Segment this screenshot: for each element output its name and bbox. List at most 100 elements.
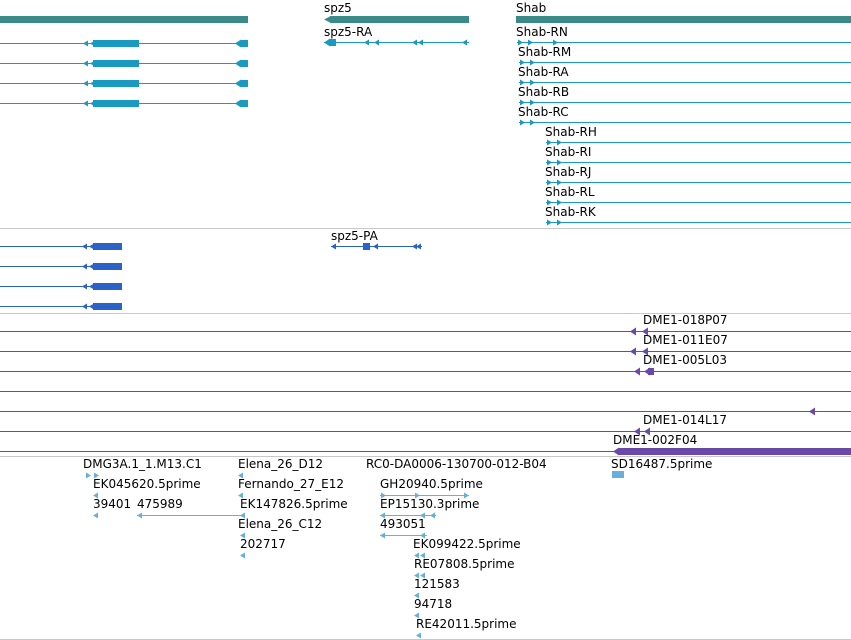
right-arrow-icon[interactable] (518, 39, 523, 46)
protein-exon[interactable] (93, 263, 122, 270)
est-label[interactable]: 475989 (137, 497, 183, 511)
transcript-exon[interactable] (330, 39, 336, 46)
est-label[interactable]: DMG3A.1_1.M13.C1 (83, 457, 202, 471)
clone-block[interactable] (648, 368, 654, 375)
right-arrow-icon[interactable] (464, 492, 469, 499)
left-arrow-icon[interactable] (809, 407, 815, 416)
gene-bar-shab[interactable] (516, 16, 851, 23)
right-arrow-icon[interactable] (619, 471, 624, 478)
right-arrow-icon[interactable] (557, 219, 562, 226)
clone-label[interactable]: DME1-011E07 (643, 333, 728, 347)
gene-label-shab[interactable]: Shab (516, 1, 547, 15)
transcript-label[interactable]: Shab-RB (518, 85, 570, 99)
transcript-exon[interactable] (93, 80, 139, 87)
left-arrow-icon[interactable] (82, 283, 87, 290)
right-arrow-icon[interactable] (528, 39, 533, 46)
left-arrow-icon[interactable] (613, 447, 619, 456)
left-arrow-icon[interactable] (89, 243, 94, 250)
est-label[interactable]: EK045620.5prime (93, 477, 201, 491)
left-arrow-icon[interactable] (634, 427, 640, 436)
est-label[interactable]: RE42011.5prime (416, 617, 517, 631)
protein-exon[interactable] (93, 243, 122, 250)
right-arrow-icon[interactable] (557, 159, 562, 166)
right-arrow-icon[interactable] (381, 492, 386, 499)
left-arrow-icon[interactable] (420, 552, 425, 559)
left-arrow-icon[interactable] (380, 532, 385, 539)
transcript-exon[interactable] (93, 60, 139, 67)
left-arrow-icon[interactable] (235, 59, 241, 68)
right-arrow-icon[interactable] (530, 119, 535, 126)
left-arrow-icon[interactable] (430, 512, 435, 519)
left-arrow-icon[interactable] (240, 552, 245, 559)
right-arrow-icon[interactable] (553, 39, 558, 46)
right-arrow-icon[interactable] (547, 139, 552, 146)
left-arrow-icon[interactable] (90, 40, 95, 47)
left-arrow-icon[interactable] (235, 79, 241, 88)
right-arrow-icon[interactable] (520, 59, 525, 66)
left-arrow-icon[interactable] (235, 99, 241, 108)
left-arrow-icon[interactable] (238, 492, 243, 499)
est-label[interactable]: RE07808.5prime (414, 557, 515, 571)
left-arrow-icon[interactable] (93, 492, 98, 499)
est-label[interactable]: 493051 (380, 517, 426, 531)
protein-exon[interactable] (93, 283, 122, 290)
left-arrow-icon[interactable] (364, 39, 369, 46)
left-arrow-icon[interactable] (83, 40, 88, 47)
transcript-label[interactable]: spz5-RA (324, 25, 373, 39)
left-arrow-icon[interactable] (462, 39, 467, 46)
right-arrow-icon[interactable] (547, 199, 552, 206)
left-arrow-icon[interactable] (93, 512, 98, 519)
gene-bar-spz5[interactable] (330, 16, 469, 23)
right-arrow-icon[interactable] (86, 472, 91, 479)
left-arrow-icon[interactable] (362, 243, 367, 250)
left-arrow-icon[interactable] (235, 39, 241, 48)
left-arrow-icon[interactable] (374, 39, 379, 46)
transcript-exon[interactable] (241, 60, 248, 67)
transcript-label[interactable]: Shab-RL (545, 185, 595, 199)
left-arrow-icon[interactable] (420, 512, 425, 519)
right-arrow-icon[interactable] (557, 179, 562, 186)
transcript-label[interactable]: Shab-RA (518, 65, 569, 79)
clone-label[interactable]: DME1-005L03 (643, 353, 727, 367)
clone-label[interactable]: DME1-002F04 (613, 433, 698, 447)
est-label[interactable]: EK099422.5prime (413, 537, 521, 551)
right-arrow-icon[interactable] (547, 179, 552, 186)
transcript-label[interactable]: Shab-RN (516, 25, 568, 39)
left-arrow-icon[interactable] (644, 427, 650, 436)
clone-label[interactable]: DME1-014L17 (643, 413, 727, 427)
est-label[interactable]: RC0-DA0006-130700-012-B04 (366, 457, 547, 471)
left-arrow-icon[interactable] (83, 60, 88, 67)
transcript-label[interactable]: Shab-RC (518, 105, 569, 119)
right-arrow-icon[interactable] (415, 492, 420, 499)
left-arrow-icon[interactable] (324, 38, 330, 47)
transcript-label[interactable]: Shab-RJ (545, 165, 592, 179)
clone-label[interactable]: DME1-018P07 (643, 313, 728, 327)
right-arrow-icon[interactable] (530, 99, 535, 106)
right-arrow-icon[interactable] (520, 79, 525, 86)
left-arrow-icon[interactable] (644, 367, 650, 376)
right-arrow-icon[interactable] (94, 472, 99, 479)
transcript-exon[interactable] (93, 40, 139, 47)
left-arrow-icon[interactable] (380, 512, 385, 519)
gene-label-spz5[interactable]: spz5 (324, 1, 352, 15)
est-label[interactable]: 94718 (414, 597, 453, 611)
right-arrow-icon[interactable] (520, 119, 525, 126)
transcript-exon[interactable] (93, 100, 139, 107)
left-arrow-icon[interactable] (90, 80, 95, 87)
left-arrow-icon[interactable] (634, 367, 640, 376)
est-label[interactable]: SD16487.5prime (611, 457, 713, 471)
left-arrow-icon[interactable] (416, 243, 421, 250)
left-arrow-icon[interactable] (240, 532, 245, 539)
left-arrow-icon[interactable] (324, 16, 331, 23)
left-arrow-icon[interactable] (412, 243, 417, 250)
left-arrow-icon[interactable] (83, 80, 88, 87)
right-arrow-icon[interactable] (547, 159, 552, 166)
transcript-label[interactable]: Shab-RK (545, 205, 596, 219)
left-arrow-icon[interactable] (89, 283, 94, 290)
est-label[interactable]: 202717 (240, 537, 286, 551)
left-arrow-icon[interactable] (82, 243, 87, 250)
transcript-label[interactable]: Shab-RM (518, 45, 572, 59)
left-arrow-icon[interactable] (83, 100, 88, 107)
right-arrow-icon[interactable] (557, 199, 562, 206)
left-arrow-icon[interactable] (414, 592, 419, 599)
